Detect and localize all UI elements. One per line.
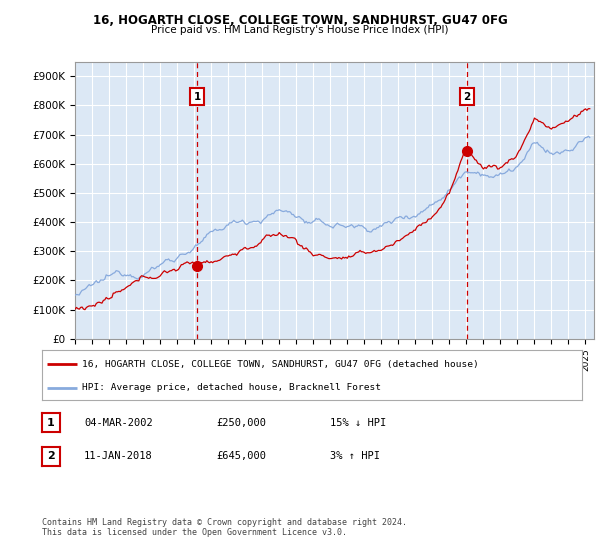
Text: 15% ↓ HPI: 15% ↓ HPI (330, 418, 386, 428)
Text: Contains HM Land Registry data © Crown copyright and database right 2024.
This d: Contains HM Land Registry data © Crown c… (42, 518, 407, 538)
Text: 11-JAN-2018: 11-JAN-2018 (84, 451, 153, 461)
Text: HPI: Average price, detached house, Bracknell Forest: HPI: Average price, detached house, Brac… (83, 383, 382, 393)
Text: 3% ↑ HPI: 3% ↑ HPI (330, 451, 380, 461)
Text: 1: 1 (193, 92, 200, 101)
Text: £250,000: £250,000 (216, 418, 266, 428)
Text: 2: 2 (47, 451, 55, 461)
Text: Price paid vs. HM Land Registry's House Price Index (HPI): Price paid vs. HM Land Registry's House … (151, 25, 449, 35)
Text: 2: 2 (463, 92, 470, 101)
Text: 16, HOGARTH CLOSE, COLLEGE TOWN, SANDHURST, GU47 0FG (detached house): 16, HOGARTH CLOSE, COLLEGE TOWN, SANDHUR… (83, 360, 479, 368)
Text: 16, HOGARTH CLOSE, COLLEGE TOWN, SANDHURST, GU47 0FG: 16, HOGARTH CLOSE, COLLEGE TOWN, SANDHUR… (92, 14, 508, 27)
Text: 04-MAR-2002: 04-MAR-2002 (84, 418, 153, 428)
Text: 1: 1 (47, 418, 55, 428)
Text: £645,000: £645,000 (216, 451, 266, 461)
